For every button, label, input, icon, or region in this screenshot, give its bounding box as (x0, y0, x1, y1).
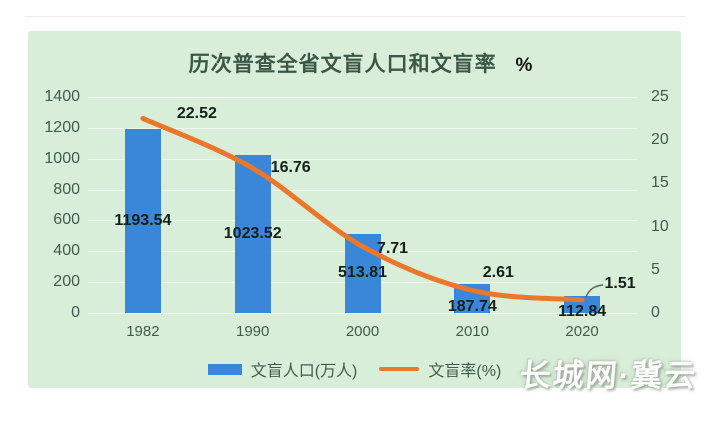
y-axis-left: 0 200 400 600 800 1000 1200 1400 (34, 88, 80, 321)
plot-area: 1193.54 1023.52 513.81 187.74 112.84 22.52 16.… (88, 97, 637, 320)
gridline (88, 313, 637, 314)
y-axis-tick-label: 1400 (44, 88, 80, 105)
top-divider-line (25, 16, 686, 17)
gridline (88, 189, 637, 191)
bar-value-label: 187.74 (447, 297, 497, 315)
rate-line (140, 115, 585, 303)
y-axis-tick-label: 400 (53, 242, 80, 260)
x-axis: 1982 1990 2000 2010 2020 (88, 321, 637, 341)
gridline (88, 158, 637, 160)
chart-panel: 历次普查全省文盲人口和文盲率 % 0 200 400 600 800 1000 1200 14… (28, 31, 681, 388)
x-axis-label: 1982 (126, 323, 160, 340)
x-axis-label: 2000 (345, 323, 380, 340)
bar-1990 (234, 155, 271, 313)
chart-title: 历次普查全省文盲人口和文盲率 % (28, 48, 681, 78)
legend-item-rate: 文盲率(%) (379, 357, 501, 381)
x-axis-label: 2010 (455, 323, 489, 340)
legend: 文盲人口(万人) 文盲率(%) (28, 357, 681, 381)
line-value-label: 7.71 (376, 240, 409, 258)
label-leader-line (585, 284, 604, 298)
y2-axis-tick-label: 20 (651, 131, 669, 149)
legend-label-rate: 文盲率(%) (428, 363, 502, 380)
y-axis-tick-label: 600 (53, 211, 80, 229)
line-value-label: 2.61 (482, 264, 514, 282)
legend-item-population: 文盲人口(万人) (207, 357, 358, 381)
y-axis-tick-label: 1200 (44, 118, 80, 136)
y-axis-tick-label: 0 (71, 304, 80, 321)
y2-axis-tick-label: 5 (651, 260, 660, 278)
bar-value-label: 1023.52 (223, 225, 282, 243)
chart-title-text: 历次普查全省文盲人口和文盲率 (188, 53, 497, 76)
rate-line-layer (140, 115, 604, 303)
x-axis-label: 2020 (565, 323, 599, 340)
bar-value-label: 112.84 (558, 303, 607, 321)
line-swatch-icon (379, 367, 420, 371)
y-axis-tick-label: 800 (53, 180, 80, 198)
legend-label-population: 文盲人口(万人) (250, 363, 358, 380)
gridline (88, 127, 637, 129)
gridline (88, 220, 637, 222)
y-axis-tick-label: 200 (53, 273, 80, 291)
bar-1982 (124, 128, 161, 313)
gridline (88, 97, 637, 98)
bar-value-label: 513.81 (338, 264, 387, 282)
bar-value-label: 1193.54 (114, 211, 172, 229)
y-axis-tick-label: 1000 (44, 149, 80, 167)
line-value-label: 22.52 (176, 105, 217, 123)
y2-axis-tick-label: 25 (651, 88, 669, 105)
x-axis-label: 1990 (236, 323, 270, 340)
y2-axis-tick-label: 10 (651, 217, 669, 235)
line-value-label: 16.76 (270, 159, 311, 177)
bar-swatch-icon (207, 363, 242, 375)
line-value-label: 1.51 (604, 274, 636, 292)
y2-axis-tick-label: 0 (651, 304, 660, 321)
y2-axis-tick-label: 15 (651, 174, 669, 192)
chart-title-unit: % (515, 55, 533, 76)
y-axis-right: 0 5 10 15 20 25 (647, 88, 687, 321)
watermark-logo: 长城网·冀云 (518, 358, 699, 393)
